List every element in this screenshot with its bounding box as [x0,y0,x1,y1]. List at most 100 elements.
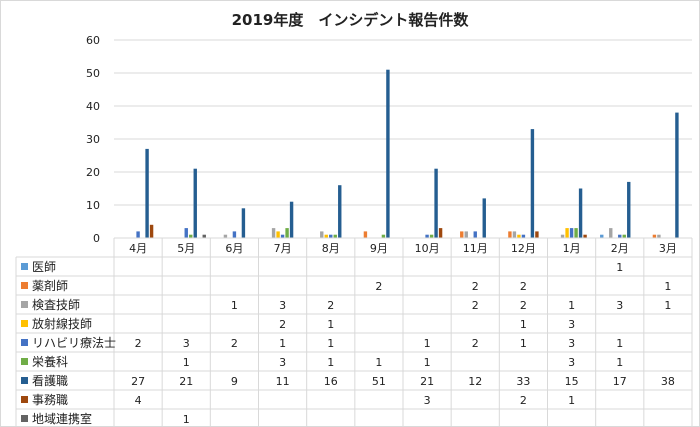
data-label: 1 [664,280,671,293]
bar [657,234,661,238]
bar [363,231,368,238]
data-label: 3 [568,318,575,331]
x-tick-label: 2月 [611,242,629,255]
bar [429,234,434,238]
x-tick-label: 12月 [511,242,536,255]
y-tick-label: 30 [86,133,100,146]
data-label: 2 [279,318,286,331]
legend-swatch [21,396,28,403]
bar [289,201,294,238]
bar [464,231,468,238]
bar [280,234,285,238]
data-label: 3 [424,394,431,407]
bar [202,234,206,238]
bar [324,234,328,238]
data-label: 2 [520,280,527,293]
y-tick-label: 10 [86,199,100,212]
series-label: 薬剤師 [32,278,68,293]
x-tick-label: 6月 [225,242,243,255]
bar [560,234,565,238]
data-label: 1 [424,356,431,369]
bar [473,231,477,238]
y-tick-label: 0 [93,232,100,245]
data-label: 21 [420,375,434,388]
bar [149,224,154,238]
data-label: 3 [568,337,575,350]
y-tick-label: 60 [86,34,100,47]
bars [136,69,679,238]
bar [652,234,657,238]
data-label: 33 [516,375,530,388]
data-label: 2 [327,299,334,312]
data-label: 1 [616,337,623,350]
data-label: 1 [616,261,623,274]
data-label: 2 [135,337,142,350]
x-tick-label: 1月 [563,242,581,255]
bar [386,69,390,238]
bar [583,234,587,238]
bar [627,181,631,238]
legend-swatch [21,377,28,384]
data-label: 15 [565,375,579,388]
bar [574,228,578,238]
bar [460,231,464,238]
x-tick-label: 4月 [129,242,147,255]
data-label: 12 [468,375,482,388]
data-label: 1 [279,337,286,350]
bar [241,208,246,238]
legend-swatch [21,301,28,308]
legend-swatch [21,320,28,327]
bar [508,231,512,238]
data-label: 11 [276,375,290,388]
data-label: 2 [375,280,382,293]
bar [675,112,679,238]
data-label: 1 [616,356,623,369]
y-tick-label: 20 [86,166,100,179]
series-label: 事務職 [32,393,68,407]
data-label: 2 [472,299,479,312]
bar [271,228,276,238]
series-label: 検査技師 [32,298,80,312]
bar [565,228,569,238]
bar [517,234,521,238]
data-label: 3 [568,356,575,369]
bar [482,198,486,238]
data-label: 16 [324,375,338,388]
chart-title: 2019年度 インシデント報告件数 [231,11,469,29]
data-label: 9 [231,375,238,388]
x-tick-label: 5月 [177,242,195,255]
x-tick-label: 8月 [322,242,340,255]
data-label: 1 [520,337,527,350]
data-label: 3 [183,337,190,350]
series-label: 医師 [32,260,56,274]
data-label: 21 [179,375,193,388]
series-label: 地域連携室 [32,411,92,426]
data-label: 1 [231,299,238,312]
y-tick-label: 40 [86,100,100,113]
bar [600,234,604,238]
bar [223,234,228,238]
data-label: 3 [279,299,286,312]
bar [535,231,539,238]
series-label: 看護職 [32,373,68,388]
legend-swatch [21,282,28,289]
bar [381,234,386,238]
data-label: 1 [424,337,431,350]
bar [136,231,140,238]
x-tick-label: 7月 [274,242,292,255]
bar [189,234,193,238]
data-label: 1 [568,394,575,407]
data-label: 1 [568,299,575,312]
data-label: 3 [616,299,623,312]
legend-swatch [21,358,28,365]
bar [320,231,324,238]
bar [578,188,583,238]
data-label: 51 [372,375,386,388]
data-label: 17 [613,375,627,388]
bar [512,231,517,238]
data-label: 1 [664,299,671,312]
data-label: 1 [327,337,334,350]
y-tick-label: 50 [86,67,100,80]
bar [425,234,429,238]
